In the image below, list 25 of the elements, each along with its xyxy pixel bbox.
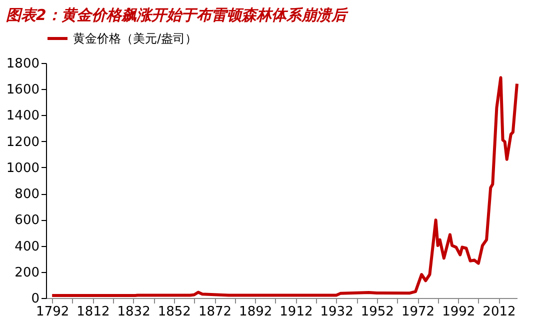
x-tick-label: 1792 [36,304,70,320]
x-tick-label: 1972 [401,304,435,320]
x-tick-label: 1832 [117,304,150,320]
x-tick-label: 1992 [442,304,476,320]
x-tick-label: 1952 [360,304,394,320]
y-tick-label: 1200 [6,134,40,150]
y-tick-label: 800 [14,187,40,202]
x-tick-label: 1852 [158,304,191,320]
chart-title: 图表2：黄金价格飙涨开始于布雷顿森林体系崩溃后 [6,6,348,24]
y-tick-label: 1000 [6,160,40,176]
x-tick-label: 1872 [198,304,232,320]
x-tick-label: 1892 [239,304,272,320]
x-tick-label: 1912 [280,304,313,320]
legend-label: 黄金价格（美元/盎司） [73,32,198,46]
y-tick-label: 0 [31,292,40,306]
x-tick-label: 1932 [320,304,354,320]
y-tick-label: 1400 [6,108,40,124]
y-tick-label: 400 [14,239,40,254]
y-tick-label: 200 [14,265,40,280]
y-tick-label: 1800 [6,56,40,72]
line-series [50,76,518,298]
y-tick-label: 1600 [6,82,40,98]
y-tick-label: 600 [14,213,40,228]
x-tick-label: 1812 [76,304,110,320]
x-tick-label: 2012 [482,304,516,320]
